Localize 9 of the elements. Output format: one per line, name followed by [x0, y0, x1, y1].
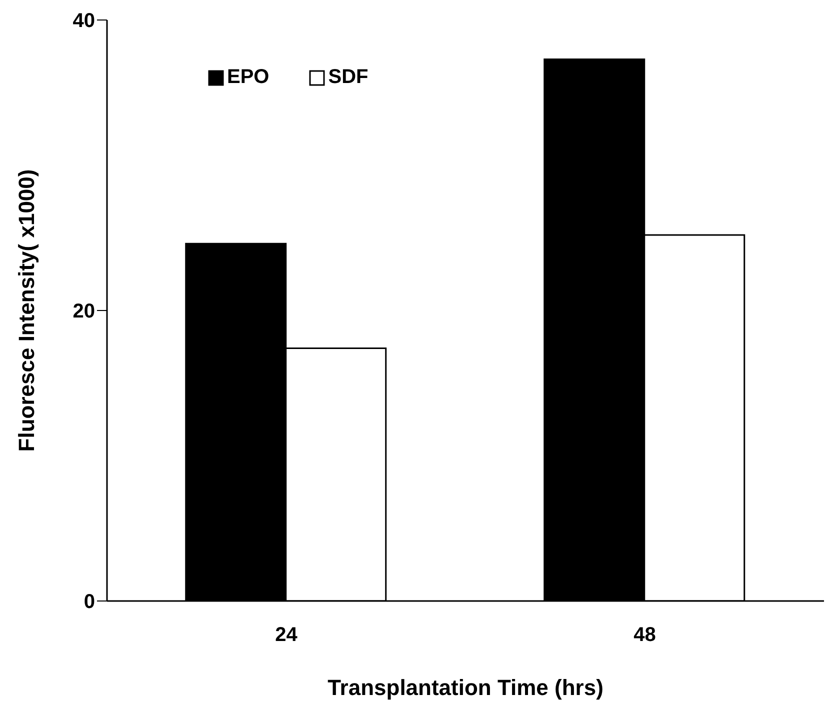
x-axis-title: Transplantation Time (hrs): [328, 675, 604, 700]
x-tick-label: 48: [634, 624, 656, 646]
y-axis-title: Fluoresce Intensity( x1000): [14, 169, 39, 452]
y-tick-label: 0: [84, 591, 95, 614]
legend-label: SDF: [328, 66, 368, 89]
y-tick-label: 40: [72, 10, 95, 32]
x-tick-label: 24: [275, 624, 298, 646]
legend-label: EPO: [227, 66, 270, 89]
y-tick-label: 20: [72, 300, 95, 323]
